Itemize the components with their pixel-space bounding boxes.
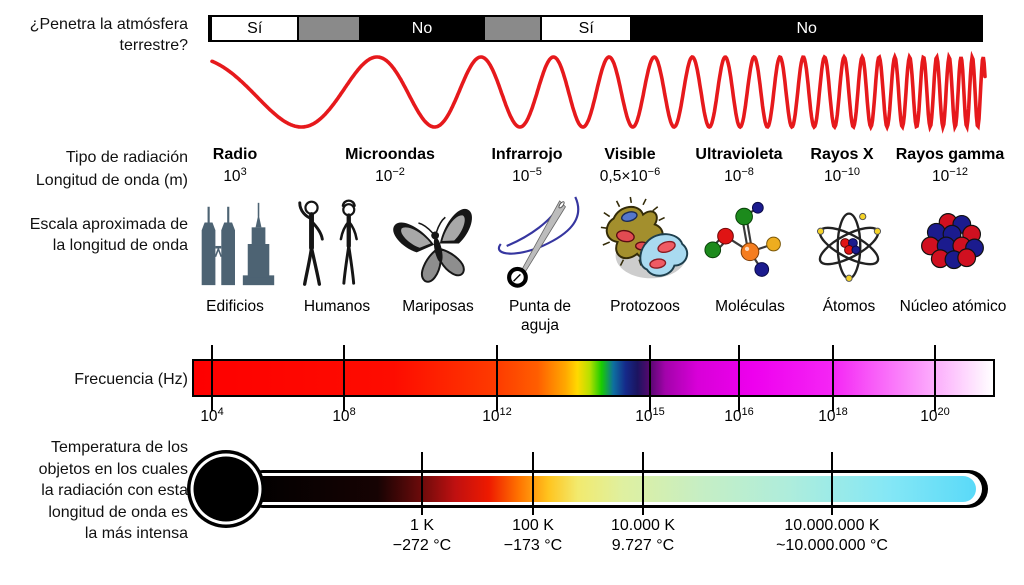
temperature-tick-label: 100 K −173 °C xyxy=(503,517,563,554)
temperature-row-label: Temperatura de los objetos en los cuales… xyxy=(38,439,188,542)
radiation-type-infrarrojo: Infrarrojo xyxy=(491,146,563,163)
scale-label-mariposas: Mariposas xyxy=(402,298,474,315)
wavelength-value: 10−8 xyxy=(724,165,754,185)
wavelength-value: 10−2 xyxy=(375,165,405,185)
frequency-spectrum-bar xyxy=(192,359,995,397)
temperature-tick xyxy=(642,452,644,515)
frequency-tick xyxy=(649,345,651,411)
radiation-type-ultravioleta: Ultravioleta xyxy=(695,146,783,163)
frequency-tick-label: 104 xyxy=(200,405,224,425)
wavelength-value: 10−12 xyxy=(932,165,968,185)
penetration-segment-partial xyxy=(299,17,359,40)
needle-icon xyxy=(490,195,590,293)
frequency-tick-label: 1020 xyxy=(920,405,950,425)
temperature-tick xyxy=(831,452,833,515)
frequency-tick xyxy=(832,345,834,411)
frequency-tick xyxy=(934,345,936,411)
frequency-tick xyxy=(343,345,345,411)
temperature-tick xyxy=(532,452,534,515)
buildings-icon xyxy=(185,195,285,293)
scale-label-edificios: Edificios xyxy=(206,298,264,315)
scale-label-nucleo-atomico: Núcleo atómico xyxy=(899,298,1007,315)
atom-icon xyxy=(799,195,899,293)
scale-label-atomos: Átomos xyxy=(822,298,876,315)
frequency-tick xyxy=(496,345,498,411)
frequency-tick-label: 1018 xyxy=(818,405,848,425)
temperature-tick-label: 10.000.000 K ~10.000.000 °C xyxy=(776,517,888,554)
radiation-type-row-label: Tipo de radiación xyxy=(65,149,188,166)
molecule-icon xyxy=(700,195,800,293)
scale-label-punta-de-aguja: Punta de aguja xyxy=(508,298,572,334)
scale-row-label: Escala aproximada de la longitud de onda xyxy=(29,216,188,254)
scale-label-humanos: Humanos xyxy=(303,298,371,315)
frequency-tick-label: 1016 xyxy=(724,405,754,425)
frequency-tick-label: 108 xyxy=(332,405,356,425)
frequency-tick-label: 1015 xyxy=(635,405,665,425)
penetration-segment-yes: Sí xyxy=(210,17,300,40)
temperature-tick-label: 1 K −272 °C xyxy=(392,517,452,554)
penetration-segment-partial xyxy=(485,17,540,40)
radiation-type-rayos-x: Rayos X xyxy=(810,146,874,163)
frequency-tick xyxy=(738,345,740,411)
temperature-thermometer xyxy=(187,450,988,528)
humans-icon xyxy=(287,195,387,293)
wavelength-value: 103 xyxy=(223,165,247,185)
penetration-segment-no: No xyxy=(632,17,981,40)
radiation-type-visible: Visible xyxy=(604,146,656,163)
protozoa-icon xyxy=(595,195,695,293)
wavelength-value: 10−10 xyxy=(824,165,860,185)
radiation-type-rayos-gamma: Rayos gamma xyxy=(895,146,1005,163)
atmosphere-penetration-bar: Sí No Sí No xyxy=(208,15,983,42)
butterfly-icon xyxy=(388,195,488,293)
frequency-row-label: Frecuencia (Hz) xyxy=(74,371,188,388)
penetration-segment-no: No xyxy=(358,17,486,40)
wavelength-chirp-wave xyxy=(210,50,987,134)
wavelength-value: 0,5×10−6 xyxy=(599,165,661,185)
nucleus-icon xyxy=(902,195,1002,293)
wavelength-row-label: Longitud de onda (m) xyxy=(35,172,188,189)
frequency-tick xyxy=(211,345,213,411)
temperature-tick xyxy=(421,452,423,515)
penetration-segment-yes: Sí xyxy=(539,17,633,40)
radiation-type-radio: Radio xyxy=(212,146,258,163)
wavelength-value: 10−5 xyxy=(512,165,542,185)
atmosphere-question-label: ¿Penetra la atmósfera terrestre? xyxy=(29,16,188,54)
scale-label-protozoos: Protozoos xyxy=(610,298,680,315)
frequency-tick-label: 1012 xyxy=(482,405,512,425)
radiation-type-microondas: Microondas xyxy=(345,146,435,163)
scale-label-moleculas: Moléculas xyxy=(715,298,785,315)
temperature-tick-label: 10.000 K 9.727 °C xyxy=(610,517,676,554)
